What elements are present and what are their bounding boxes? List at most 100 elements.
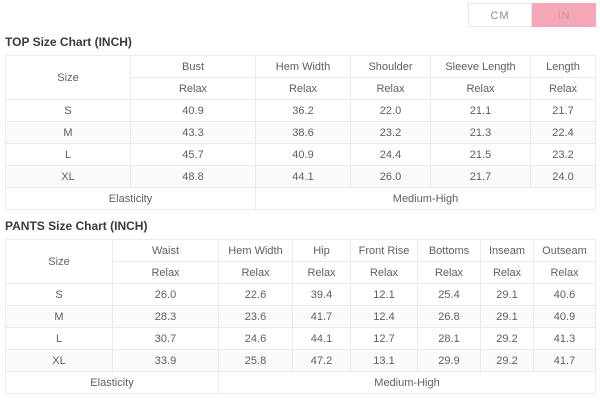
value-cell: 23.2: [530, 143, 596, 166]
value-cell: 29.9: [417, 349, 481, 372]
value-cell: 38.6: [255, 121, 351, 144]
value-cell: 29.1: [480, 283, 534, 306]
top-size-table: Size Bust Hem Width Shoulder Sleeve Length Le…: [5, 55, 596, 210]
subheader-row: Relax Relax Relax Relax Relax Relax Relax: [6, 261, 596, 284]
relax-subheader-cell: Relax: [130, 77, 256, 100]
relax-subheader-cell: Relax: [430, 77, 531, 100]
value-cell: 44.1: [255, 165, 351, 188]
column-header-cell: Hem Width: [255, 55, 351, 78]
column-header-cell: Shoulder: [350, 55, 431, 78]
value-cell: 12.1: [350, 283, 418, 306]
column-header-cell: Hem Width: [218, 239, 293, 262]
relax-subheader-cell: Relax: [112, 261, 219, 284]
top-bar: CM IN: [0, 0, 600, 32]
value-cell: 41.7: [292, 305, 351, 328]
column-header-cell: Front Rise: [350, 239, 418, 262]
table-row: S 26.0 22.6 39.4 12.1 25.4 29.1 40.6: [5, 283, 596, 306]
value-cell: 12.4: [350, 305, 418, 328]
size-header-cell: Size: [5, 239, 113, 284]
column-header-cell: Waist: [112, 239, 219, 262]
column-header-cell: Outseam: [533, 239, 596, 262]
size-cell: XL: [5, 349, 113, 372]
value-cell: 33.9: [112, 349, 219, 372]
size-cell: XL: [5, 165, 131, 188]
value-cell: 48.8: [130, 165, 256, 188]
value-cell: 13.1: [350, 349, 418, 372]
value-cell: 28.3: [112, 305, 219, 328]
value-cell: 45.7: [130, 143, 256, 166]
size-cell: L: [5, 143, 131, 166]
top-chart-container: Size Bust Hem Width Shoulder Sleeve Length Le…: [0, 55, 600, 210]
elasticity-value-cell: Medium-High: [218, 371, 596, 394]
value-cell: 25.4: [417, 283, 481, 306]
value-cell: 21.1: [430, 99, 531, 122]
pants-size-table: Size Waist Hem Width Hip Front Rise Bottoms In…: [5, 239, 596, 394]
value-cell: 40.9: [533, 305, 596, 328]
value-cell: 26.0: [350, 165, 431, 188]
relax-subheader-cell: Relax: [218, 261, 293, 284]
value-cell: 22.6: [218, 283, 293, 306]
size-cell: M: [5, 305, 113, 328]
column-header-cell: Inseam: [480, 239, 534, 262]
value-cell: 22.4: [530, 121, 596, 144]
relax-subheader-cell: Relax: [417, 261, 481, 284]
value-cell: 21.5: [430, 143, 531, 166]
table-row: M 43.3 38.6 23.2 21.3 22.4: [5, 121, 596, 144]
value-cell: 23.6: [218, 305, 293, 328]
unit-toggle: CM IN: [468, 3, 596, 27]
value-cell: 36.2: [255, 99, 351, 122]
value-cell: 12.7: [350, 327, 418, 350]
value-cell: 39.4: [292, 283, 351, 306]
value-cell: 21.7: [530, 99, 596, 122]
size-cell: S: [5, 99, 131, 122]
value-cell: 40.6: [533, 283, 596, 306]
footer-row: Elasticity Medium-High: [5, 371, 596, 394]
pants-chart-container: Size Waist Hem Width Hip Front Rise Bottoms In…: [0, 239, 600, 394]
value-cell: 29.2: [480, 327, 534, 350]
value-cell: 44.1: [292, 327, 351, 350]
elasticity-label-cell: Elasticity: [5, 187, 256, 210]
column-header-cell: Length: [530, 55, 596, 78]
value-cell: 29.1: [480, 305, 534, 328]
relax-subheader-cell: Relax: [480, 261, 534, 284]
table-row: XL 48.8 44.1 26.0 21.7 24.0: [5, 165, 596, 188]
relax-subheader-cell: Relax: [350, 261, 418, 284]
table-row: M 28.3 23.6 41.7 12.4 26.8 29.1 40.9: [5, 305, 596, 328]
size-cell: S: [5, 283, 113, 306]
value-cell: 40.9: [255, 143, 351, 166]
value-cell: 24.6: [218, 327, 293, 350]
table-row: L 30.7 24.6 44.1 12.7 28.1 29.2 41.3: [5, 327, 596, 350]
value-cell: 47.2: [292, 349, 351, 372]
table-row: L 45.7 40.9 24.4 21.5 23.2: [5, 143, 596, 166]
in-button[interactable]: IN: [532, 3, 596, 27]
value-cell: 24.0: [530, 165, 596, 188]
value-cell: 26.8: [417, 305, 481, 328]
size-cell: M: [5, 121, 131, 144]
pants-chart-title: PANTS Size Chart (INCH): [5, 219, 148, 233]
footer-row: Elasticity Medium-High: [5, 187, 596, 210]
relax-subheader-cell: Relax: [350, 77, 431, 100]
relax-subheader-cell: Relax: [255, 77, 351, 100]
elasticity-value-cell: Medium-High: [255, 187, 596, 210]
value-cell: 21.7: [430, 165, 531, 188]
size-header-cell: Size: [5, 55, 131, 100]
value-cell: 28.1: [417, 327, 481, 350]
column-header-cell: Bottoms: [417, 239, 481, 262]
value-cell: 22.0: [350, 99, 431, 122]
subheader-row: Relax Relax Relax Relax Relax: [6, 77, 596, 100]
value-cell: 41.7: [533, 349, 596, 372]
elasticity-label-cell: Elasticity: [5, 371, 219, 394]
top-chart-title: TOP Size Chart (INCH): [5, 35, 132, 49]
table-row: S 40.9 36.2 22.0 21.1 21.7: [5, 99, 596, 122]
value-cell: 26.0: [112, 283, 219, 306]
value-cell: 25.8: [218, 349, 293, 372]
cm-button[interactable]: CM: [468, 3, 532, 27]
value-cell: 29.2: [480, 349, 534, 372]
table-row: XL 33.9 25.8 47.2 13.1 29.9 29.2 41.7: [5, 349, 596, 372]
column-header-cell: Hip: [292, 239, 351, 262]
value-cell: 23.2: [350, 121, 431, 144]
value-cell: 21.3: [430, 121, 531, 144]
column-header-cell: Bust: [130, 55, 256, 78]
header-row: Size Bust Hem Width Shoulder Sleeve Length Le…: [5, 55, 596, 100]
relax-subheader-cell: Relax: [292, 261, 351, 284]
